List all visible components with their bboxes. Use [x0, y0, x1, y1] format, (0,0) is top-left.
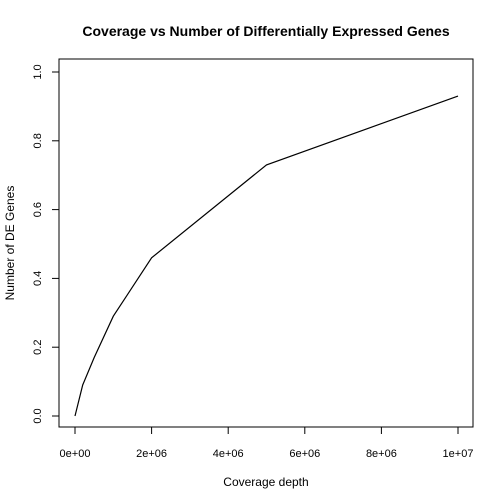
y-axis: 0.0 0.2 0.4 0.6 0.8 1.0 [32, 64, 60, 424]
y-tick-label: 0.0 [32, 408, 44, 423]
plot-box [58, 58, 474, 428]
y-tick-label: 1.0 [32, 64, 44, 79]
y-tick-label: 0.4 [32, 271, 44, 286]
x-axis-label: Coverage depth [223, 475, 308, 489]
x-axis: 0e+00 2e+06 4e+06 6e+06 8e+06 1e+07 [60, 426, 474, 460]
x-tick-label: 4e+06 [213, 448, 244, 460]
y-axis-label: Number of DE Genes [3, 186, 17, 301]
y-tick-label: 0.2 [32, 340, 44, 355]
x-tick-label: 0e+00 [60, 448, 91, 460]
y-tick-label: 0.8 [32, 133, 44, 148]
x-tick-label: 6e+06 [289, 448, 320, 460]
chart-title: Coverage vs Number of Differentially Exp… [82, 23, 449, 39]
series-line [74, 95, 459, 417]
y-tick-label: 0.6 [32, 202, 44, 217]
x-tick-label: 8e+06 [366, 448, 397, 460]
x-tick-label: 1e+07 [443, 448, 474, 460]
series-layer [74, 95, 459, 417]
x-tick-label: 2e+06 [136, 448, 167, 460]
